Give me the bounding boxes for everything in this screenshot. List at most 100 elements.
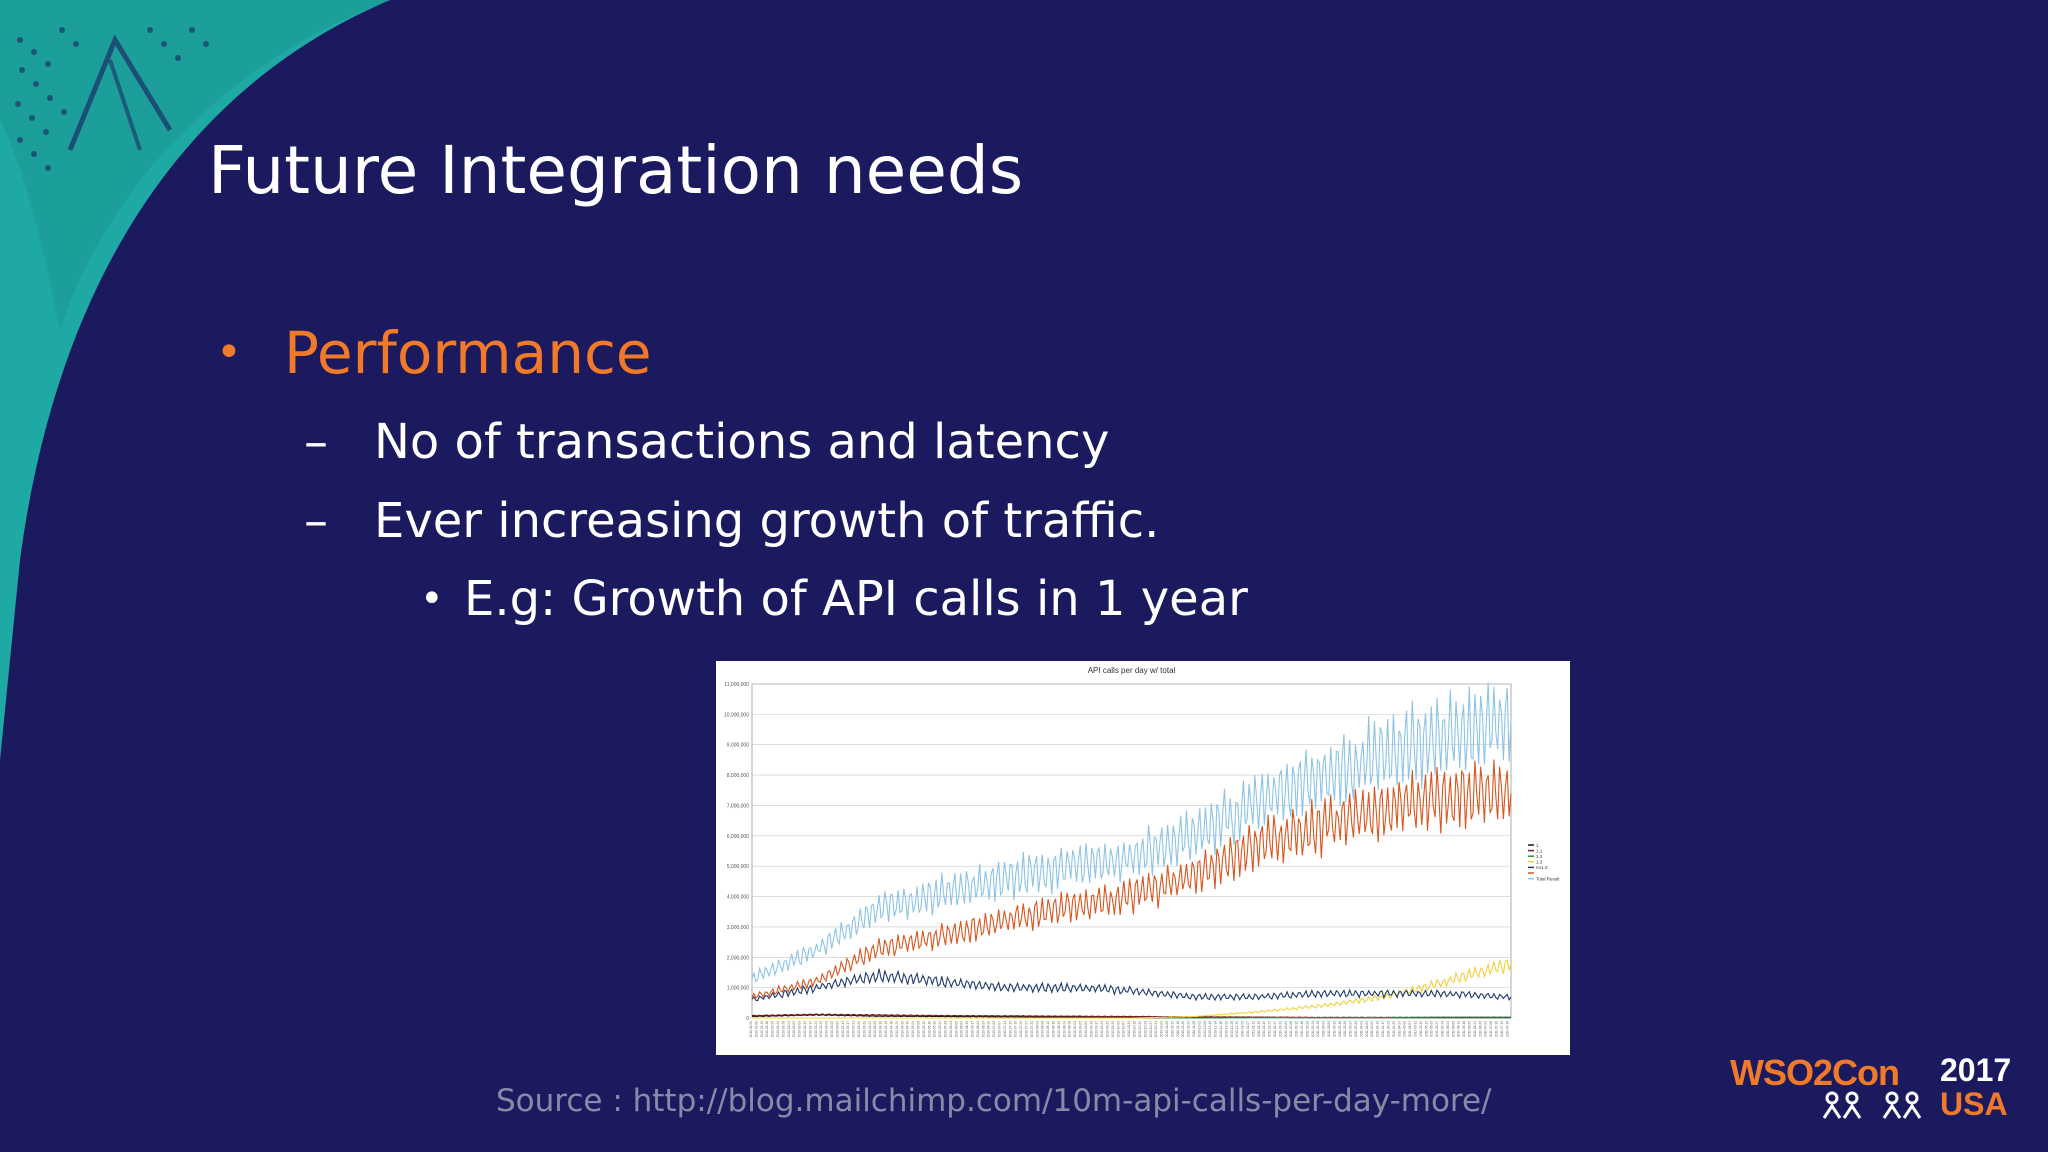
x-tick-label: 2010-10-07 [1122,1021,1126,1038]
x-tick-label: 2010-09-13 [1089,1021,1093,1038]
series-line [752,958,1512,1019]
x-tick-label: 2010-07-03 [992,1021,996,1038]
x-tick-label: 2011-07-06 [1489,1021,1493,1037]
sub-sub-item-text: E.g: Growth of API calls in 1 year [464,571,1248,627]
x-tick-label: 2011-06-04 [1446,1021,1450,1037]
y-tick-label: 2,000,000 [727,955,749,961]
x-tick-label: 2010-02-25 [819,1021,823,1038]
x-tick-label: 2010-09-05 [1079,1021,1083,1038]
x-tick-label: 2010-10-15 [1133,1021,1137,1038]
x-tick-label: 2010-03-13 [841,1021,845,1038]
x-tick-label: 2011-01-07 [1246,1021,1250,1037]
sub-item-text: No of transactions and latency [374,414,1110,470]
x-tick-label: 2011-01-11 [1251,1021,1255,1037]
x-tick-label: 2011-03-16 [1338,1021,1342,1037]
x-tick-label: 2010-01-04 [749,1021,753,1038]
dash-marker: – [304,414,328,470]
series-line [751,682,1512,983]
y-tick-label: 3,000,000 [727,925,749,931]
x-tick-label: 2011-04-29 [1397,1021,1401,1037]
x-tick-label: 2010-01-20 [771,1021,775,1038]
x-tick-label: 2010-07-11 [1003,1021,1007,1037]
x-tick-label: 2011-03-20 [1343,1021,1347,1037]
x-tick-label: 2010-06-13 [965,1021,969,1038]
x-tick-label: 2010-12-10 [1208,1021,1212,1038]
x-tick-label: 2011-01-03 [1241,1021,1245,1037]
people-icon [1822,1091,1922,1119]
x-tick-label: 2011-03-28 [1354,1021,1358,1037]
x-tick-label: 2010-10-23 [1143,1021,1147,1038]
x-tick-label: 2010-10-11 [1127,1021,1131,1037]
x-tick-label: 2011-05-11 [1413,1021,1417,1037]
x-tick-label: 2010-07-31 [1030,1021,1034,1038]
sub-bullet-marker: • [420,576,444,622]
sub-item-text: Ever increasing growth of traffic. [374,493,1160,549]
api-calls-chart: API calls per day w/ total 0 1,000,000 2,00… [716,661,1570,1055]
x-tick-label: 2011-06-12 [1457,1021,1461,1037]
x-tick-label: 2010-10-03 [1116,1021,1120,1038]
x-tick-label: 2011-03-24 [1349,1021,1353,1037]
x-tick-label: 2010-05-04 [911,1021,915,1038]
y-tick-label: 4,000,000 [727,895,749,901]
slide-title: Future Integration needs [208,132,1024,209]
x-tick-label: 2010-09-21 [1100,1021,1104,1038]
x-tick-label: 2011-02-28 [1316,1021,1320,1037]
x-tick-label: 2011-05-15 [1419,1021,1423,1037]
x-tick-label: 2010-12-30 [1235,1021,1239,1038]
x-tick-label: 2011-07-18 [1505,1021,1509,1037]
x-tick-label: 2010-11-24 [1187,1021,1191,1037]
x-tick-label: 2010-05-24 [938,1021,942,1038]
x-tick-label: 2010-06-09 [960,1021,964,1038]
x-tick-label: 2011-05-27 [1435,1021,1439,1037]
x-tick-label: 2010-11-28 [1192,1021,1196,1037]
x-tick-label: 2010-03-05 [830,1021,834,1038]
x-tick-label: 2010-03-25 [857,1021,861,1038]
x-tick-label: 2011-04-09 [1370,1021,1374,1037]
y-tick-label: 11,000,000 [724,682,749,688]
x-tick-label: 2010-03-01 [825,1021,829,1038]
logo-year: 2017 [1940,1052,2012,1088]
bullet-text: Performance [284,319,652,387]
x-tick-label: 2010-11-16 [1176,1021,1180,1037]
x-tick-label: 2011-03-12 [1332,1021,1336,1037]
source-citation: Source : http://blog.mailchimp.com/10m-a… [496,1083,1492,1119]
x-tick-label: 2010-07-07 [997,1021,1001,1038]
x-tick-label: 2010-02-17 [808,1021,812,1038]
dash-marker: – [304,493,328,549]
x-tick-label: 2011-06-28 [1478,1021,1482,1037]
series-line [751,759,1512,999]
x-tick-label: 2011-07-10 [1494,1021,1498,1037]
x-tick-label: 2010-06-01 [949,1021,953,1038]
x-tick-label: 2010-05-12 [922,1021,926,1038]
x-tick-label: 2011-02-04 [1284,1021,1288,1037]
x-tick-label: 2010-10-31 [1154,1021,1158,1038]
wso2con-logo: WSO2Con 2017 USA [1730,1052,2011,1126]
x-tick-label: 2010-02-01 [787,1021,791,1038]
x-tick-label: 2010-07-27 [1025,1021,1029,1038]
chart-svg: API calls per day w/ total 0 1,000,000 2,00… [724,666,1560,1038]
legend-label: Total Result [1536,876,1560,881]
x-tick-label: 2010-08-24 [1062,1021,1066,1038]
x-tick-label: 2010-12-06 [1203,1021,1207,1038]
x-tick-label: 2011-03-04 [1322,1021,1326,1037]
y-tick-label: 0 [746,1016,749,1022]
x-tick-label: 2010-12-18 [1219,1021,1223,1038]
x-tick-label: 2010-03-09 [835,1021,839,1038]
x-tick-label: 2010-08-16 [1052,1021,1056,1038]
x-tick-label: 2010-02-05 [792,1021,796,1038]
x-tick-label: 2010-05-08 [916,1021,920,1038]
y-tick-label: 10,000,000 [724,712,749,718]
x-tick-label: 2011-04-25 [1392,1021,1396,1037]
x-tick-label: 2010-04-06 [873,1021,877,1038]
x-tick-label: 2010-08-08 [1041,1021,1045,1038]
y-tick-label: 5,000,000 [727,864,749,870]
x-tick-label: 2011-01-23 [1268,1021,1272,1037]
x-tick-label: 2010-05-20 [933,1021,937,1038]
logo-brand: WSO2Con [1730,1052,1900,1093]
legend-label: 1.3 [1536,860,1543,865]
legend-label: mr1.0 [1536,865,1548,870]
x-tick-label: 2010-04-14 [884,1021,888,1038]
x-tick-label: 2010-01-24 [776,1021,780,1038]
